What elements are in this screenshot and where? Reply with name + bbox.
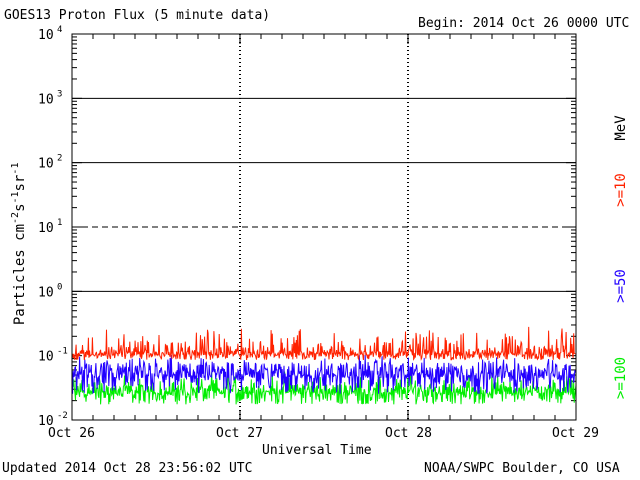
- y-tick-exponent: 1: [57, 218, 62, 228]
- updated-timestamp: Updated 2014 Oct 28 23:56:02 UTC: [2, 461, 253, 476]
- series-line: [71, 354, 577, 394]
- x-tick-label: Oct 27: [216, 426, 263, 441]
- y-tick-label: 10: [38, 28, 54, 43]
- legend-ge100: >=100: [613, 356, 629, 400]
- y-tick-label: 10: [38, 285, 54, 300]
- plot-title: GOES13 Proton Flux (5 minute data): [4, 8, 271, 23]
- series-line: [71, 326, 577, 361]
- x-tick-label: Oct 26: [48, 426, 95, 441]
- y-tick-label: 10: [38, 157, 54, 172]
- legend-ge10: >=10: [613, 173, 629, 207]
- x-tick-label: Oct 28: [385, 426, 432, 441]
- y-tick-exponent: -1: [57, 347, 68, 357]
- y-tick-label: 10: [38, 350, 54, 365]
- y-tick-label: 10: [38, 414, 54, 429]
- y-tick-exponent: 3: [57, 89, 62, 99]
- y-tick-exponent: 4: [57, 25, 62, 35]
- begin-time: Begin: 2014 Oct 26 0000 UTC: [418, 16, 630, 31]
- x-tick-label: Oct 29: [552, 426, 599, 441]
- agency-credit: NOAA/SWPC Boulder, CO USA: [424, 461, 620, 476]
- y-tick-exponent: 2: [57, 154, 62, 164]
- y-axis-label: Particles cm-2s-1sr-1: [10, 162, 28, 326]
- legend-ge50: >=50: [613, 269, 629, 303]
- unit-label: MeV: [613, 115, 629, 141]
- y-tick-exponent: 0: [57, 282, 62, 292]
- x-axis-label: Universal Time: [262, 443, 372, 458]
- y-tick-label: 10: [38, 221, 54, 236]
- y-tick-label: 10: [38, 92, 54, 107]
- plot-frame: [71, 33, 577, 421]
- y-tick-exponent: -2: [57, 411, 68, 421]
